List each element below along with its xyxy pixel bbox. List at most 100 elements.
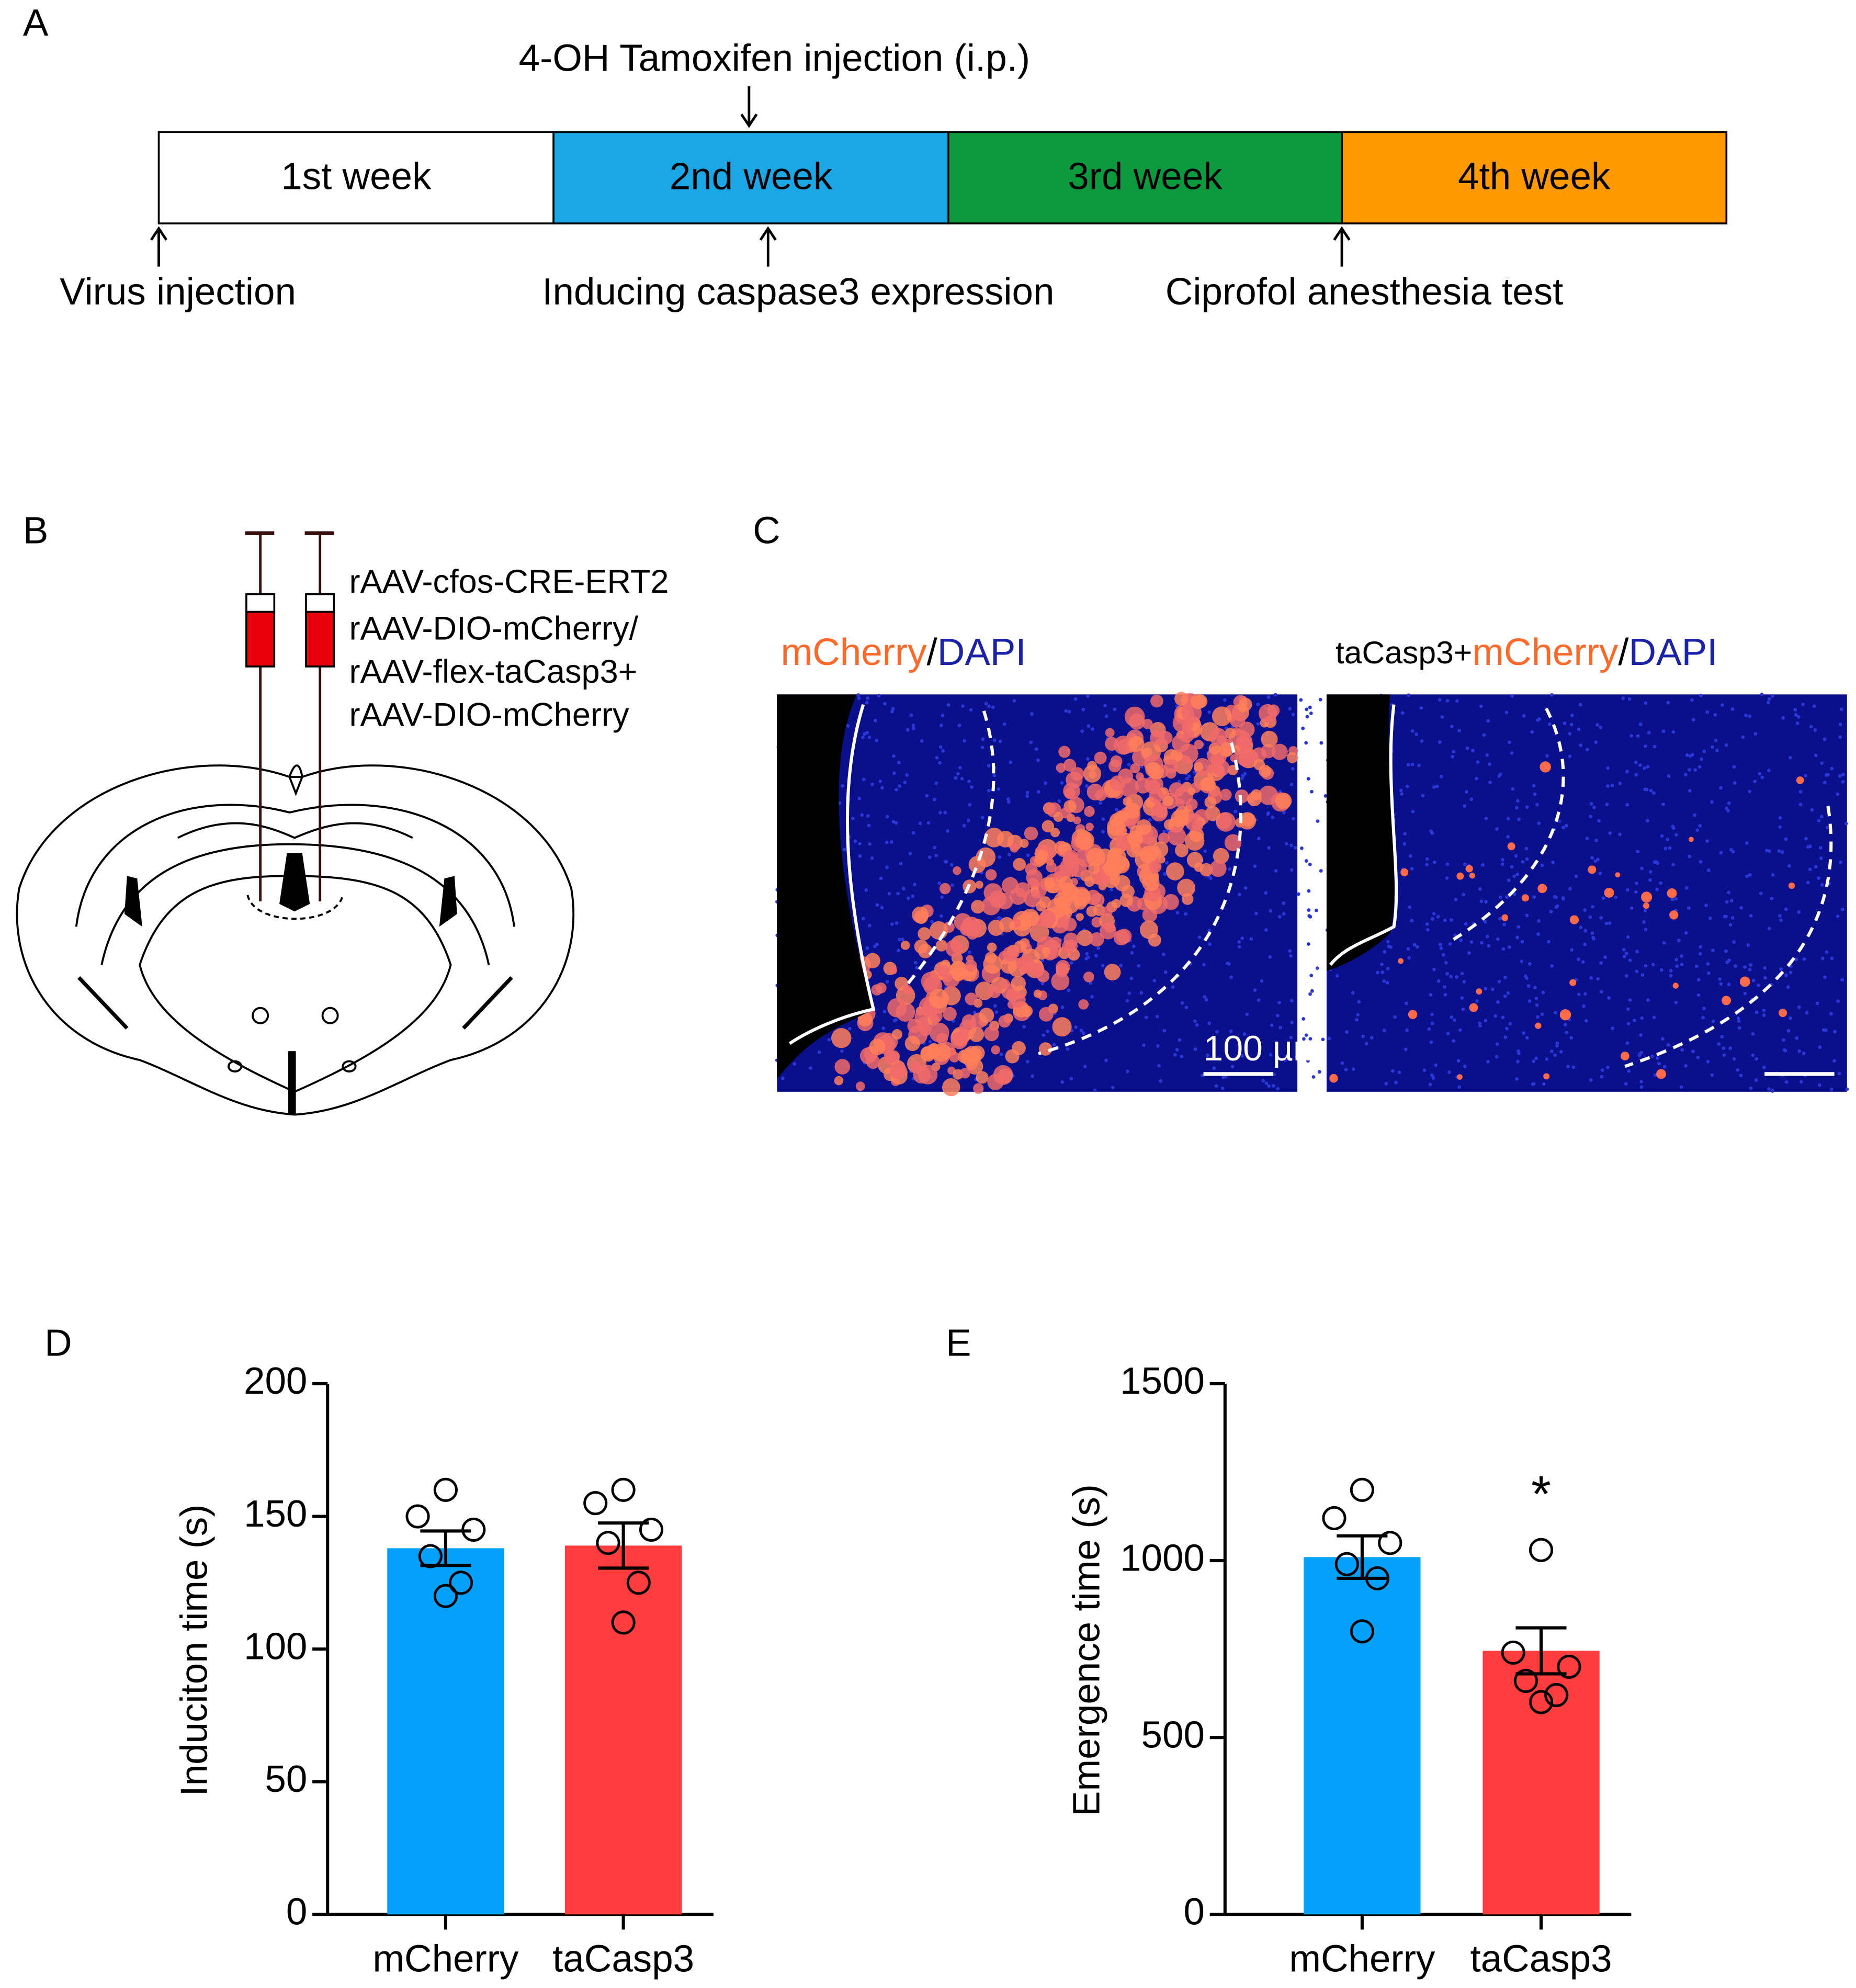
nucleus [1801, 703, 1805, 706]
nucleus [1688, 789, 1692, 793]
nucleus [1599, 726, 1602, 729]
nucleus [1403, 832, 1407, 836]
cell [1209, 860, 1227, 877]
nucleus [1008, 853, 1011, 856]
cell [1042, 820, 1055, 833]
nucleus [1666, 1043, 1670, 1047]
nucleus [1727, 801, 1731, 805]
nucleus [1758, 772, 1762, 776]
nucleus [1515, 1077, 1519, 1081]
nucleus [858, 854, 862, 858]
nucleus [1205, 1053, 1209, 1057]
caption-part: / [1618, 631, 1629, 673]
nucleus [1655, 887, 1659, 891]
virus-label: rAAV-DIO-mCherry [349, 697, 629, 733]
week-label: 3rd week [1068, 155, 1223, 197]
nucleus [1751, 978, 1756, 982]
nucleus [1306, 777, 1310, 781]
nucleus [1743, 965, 1747, 969]
nucleus [1284, 842, 1288, 846]
cell [1398, 958, 1404, 964]
nucleus [1710, 800, 1714, 804]
nucleus [1687, 906, 1691, 910]
nucleus [892, 1019, 897, 1023]
nucleus [1266, 695, 1271, 699]
nucleus [1276, 1087, 1280, 1091]
nucleus [1594, 740, 1598, 744]
nucleus [1837, 1071, 1841, 1076]
cell [1105, 728, 1115, 738]
nucleus [1589, 802, 1593, 806]
nucleus [1512, 874, 1517, 878]
nucleus [1780, 850, 1784, 854]
nucleus [1814, 753, 1818, 758]
nucleus [1618, 782, 1622, 785]
nucleus [1440, 715, 1444, 719]
nucleus [1702, 749, 1706, 753]
nucleus [1479, 899, 1484, 903]
cell [945, 939, 963, 957]
nucleus [1229, 1029, 1233, 1033]
panel-label: A [23, 2, 49, 44]
nucleus [1744, 714, 1748, 717]
nucleus [1711, 948, 1715, 952]
data-point [1350, 1477, 1374, 1502]
nucleus [1180, 1001, 1184, 1005]
nucleus [1624, 1082, 1628, 1086]
nucleus [1711, 1019, 1715, 1023]
cell [1779, 1009, 1787, 1018]
nucleus [1797, 910, 1801, 914]
nucleus [1779, 967, 1783, 971]
cell [1038, 1042, 1053, 1056]
nucleus [1445, 699, 1450, 703]
nucleus [1278, 1025, 1282, 1030]
nucleus [1400, 711, 1405, 715]
cell [1271, 743, 1288, 760]
nucleus [1660, 834, 1664, 838]
nucleus [992, 774, 997, 778]
nucleus [894, 821, 898, 825]
nucleus [864, 888, 868, 892]
nucleus [1022, 1025, 1026, 1029]
nucleus [1269, 1053, 1273, 1057]
nucleus [1101, 830, 1105, 834]
cell [1167, 827, 1186, 846]
nucleus [1173, 1053, 1177, 1057]
nucleus [1680, 954, 1683, 958]
cell [1164, 759, 1179, 773]
nucleus [1439, 775, 1443, 778]
nucleus [1305, 707, 1309, 711]
nucleus [866, 696, 870, 700]
cell [1521, 894, 1529, 902]
nucleus [1704, 903, 1708, 908]
nucleus [1479, 704, 1483, 708]
nucleus [1534, 997, 1538, 1000]
cell [1186, 798, 1198, 810]
nucleus [860, 813, 864, 817]
nucleus [1415, 945, 1419, 949]
nucleus [861, 917, 865, 921]
cell [1240, 731, 1250, 741]
nucleus [1089, 981, 1093, 985]
nucleus [1635, 950, 1639, 954]
nucleus [1583, 908, 1587, 912]
cell [1187, 787, 1196, 795]
cell [1073, 816, 1081, 824]
nucleus [1599, 916, 1603, 920]
nucleus [1642, 920, 1646, 924]
cell [1275, 793, 1292, 809]
nucleus [1836, 792, 1840, 796]
nucleus [1838, 774, 1842, 778]
nucleus [1282, 810, 1286, 815]
nucleus [1125, 1069, 1129, 1074]
nucleus [882, 1010, 887, 1013]
nucleus [1030, 712, 1034, 716]
nucleus [934, 853, 938, 857]
nucleus [1649, 788, 1653, 793]
nucleus [1634, 760, 1638, 764]
nucleus [1264, 1081, 1269, 1086]
nucleus [1694, 964, 1699, 968]
nucleus [1591, 935, 1595, 940]
nucleus [1532, 895, 1536, 899]
nucleus [1240, 776, 1244, 781]
